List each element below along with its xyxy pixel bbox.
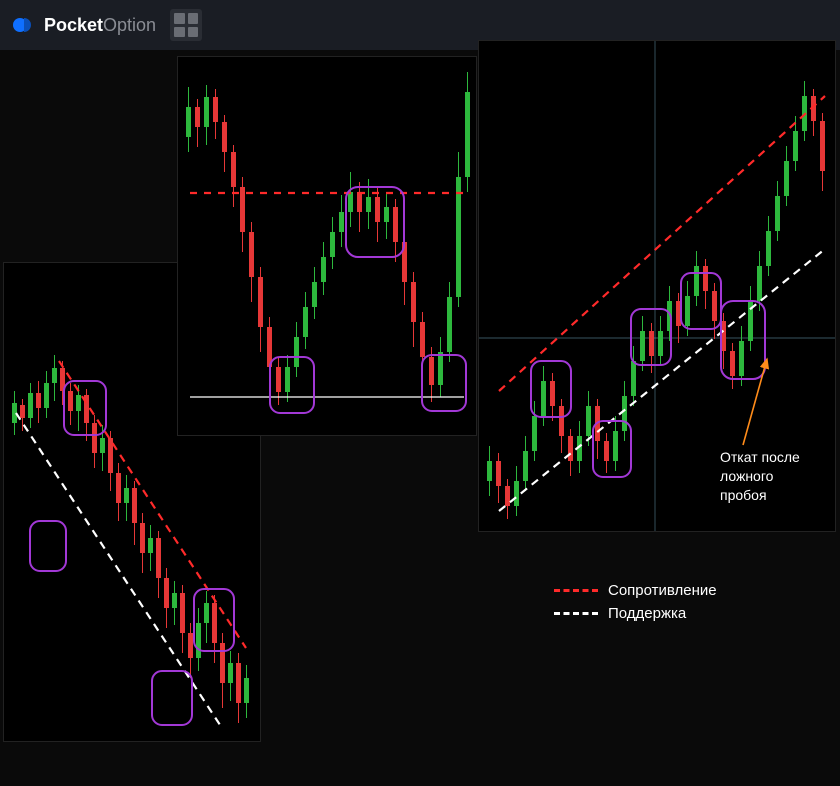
dash-support-icon	[554, 612, 598, 615]
false-breakout-annotation: Откат послеложногопробоя	[720, 448, 800, 505]
legend-support-label: Поддержка	[608, 605, 686, 622]
legend-support: Поддержка	[554, 605, 717, 622]
legend: Сопротивление Поддержка	[554, 582, 717, 628]
brand-bold: Pocket	[44, 15, 103, 35]
legend-resistance-label: Сопротивление	[608, 582, 717, 599]
legend-resistance: Сопротивление	[554, 582, 717, 599]
layout-grid-icon[interactable]	[170, 9, 202, 41]
logo-icon	[12, 13, 36, 37]
chart-panel-middle	[177, 56, 477, 436]
dash-resistance-icon	[554, 589, 598, 592]
brand-thin: Option	[103, 15, 156, 35]
brand-name: PocketOption	[44, 15, 156, 36]
